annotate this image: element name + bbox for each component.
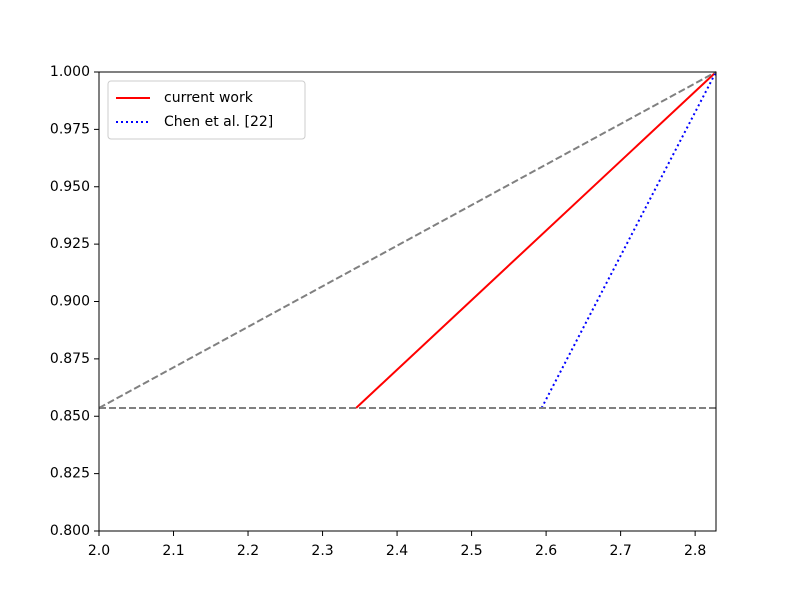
x-tick-label: 2.4 xyxy=(386,543,408,559)
x-tick-label: 2.3 xyxy=(311,543,333,559)
y-tick-label: 0.975 xyxy=(50,121,90,137)
series-line xyxy=(355,71,717,409)
x-tick-label: 2.2 xyxy=(237,543,259,559)
x-tick-label: 2.0 xyxy=(88,543,110,559)
y-tick-label: 0.900 xyxy=(50,294,90,310)
series-line xyxy=(98,71,717,409)
series-line xyxy=(540,71,717,409)
plot-frame xyxy=(98,71,717,532)
x-tick-label: 2.8 xyxy=(684,543,706,559)
x-tick-label: 2.5 xyxy=(460,543,482,559)
x-tick-label: 2.6 xyxy=(535,543,557,559)
y-tick-label: 0.875 xyxy=(50,351,90,367)
legend-box xyxy=(107,80,306,140)
y-tick-label: 0.825 xyxy=(50,466,90,482)
x-tick-label: 2.7 xyxy=(609,543,631,559)
y-tick-label: 1.000 xyxy=(50,64,90,80)
x-tick-label: 2.1 xyxy=(162,543,184,559)
y-tick-label: 0.925 xyxy=(50,236,90,252)
legend-label: current work xyxy=(164,90,254,106)
y-tick-label: 0.950 xyxy=(50,179,90,195)
y-tick-label: 0.800 xyxy=(50,523,90,539)
legend-label: Chen et al. [22] xyxy=(164,114,273,130)
y-tick-label: 0.850 xyxy=(50,408,90,424)
